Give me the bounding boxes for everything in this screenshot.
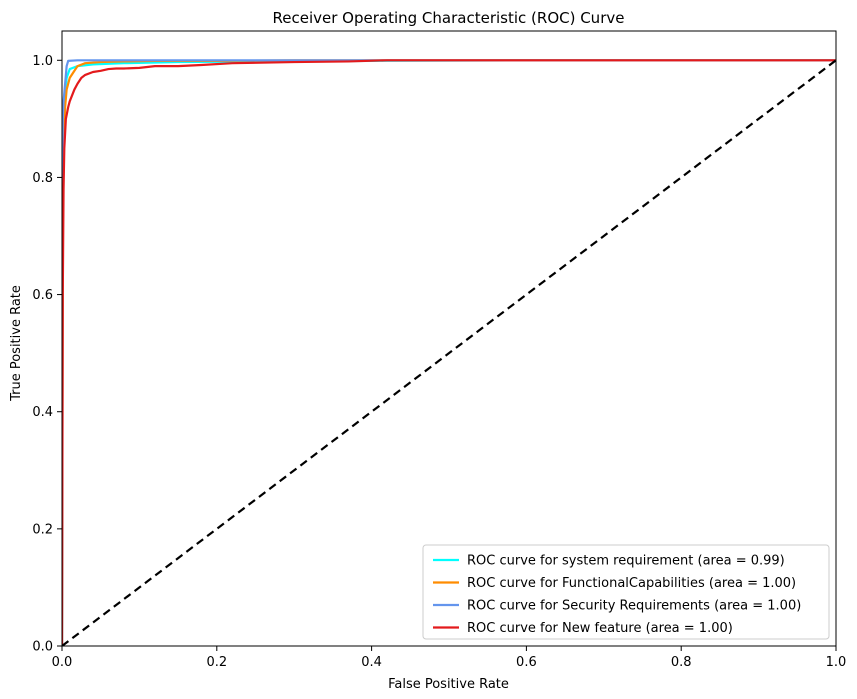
- legend: ROC curve for system requirement (area =…: [422, 544, 830, 640]
- legend-label: ROC curve for system requirement (area =…: [467, 554, 785, 569]
- plot-area: [62, 59, 836, 646]
- x-tick-label: 1.0: [826, 655, 847, 670]
- diagonal-reference-line: [62, 59, 836, 646]
- y-tick-label: 0.0: [32, 640, 53, 655]
- y-tick-label: 0.2: [32, 522, 53, 537]
- x-tick-label: 0.2: [206, 655, 227, 670]
- legend-label: ROC curve for FunctionalCapabilities (ar…: [467, 576, 796, 591]
- legend-label: ROC curve for Security Requirements (are…: [467, 599, 801, 614]
- x-tick-label: 0.6: [516, 655, 537, 670]
- roc-series-line-4: [62, 59, 836, 646]
- plot-frame: [61, 30, 837, 647]
- x-tick-label: 0.4: [361, 655, 382, 670]
- x-tick-label: 0.8: [671, 655, 692, 670]
- x-tick-label: 0.0: [52, 655, 73, 670]
- legend-label: ROC curve for New feature (area = 1.00): [467, 621, 733, 636]
- y-tick-label: 1.0: [32, 54, 53, 69]
- y-tick-label: 0.8: [32, 171, 53, 186]
- axes: 0.0 0.2 0.4 0.6 0.8 1.0 0.0 0.2 0.4 0.6 0.8 1.0: [32, 30, 847, 670]
- y-axis-title: True Positive Rate: [9, 285, 24, 402]
- y-tick-label: 0.4: [32, 405, 53, 420]
- y-tick-label: 0.6: [32, 288, 53, 303]
- roc-series-line-3: [62, 59, 836, 646]
- x-axis-title: False Positive Rate: [388, 677, 509, 692]
- legend-box: [422, 544, 830, 640]
- chart-title: Receiver Operating Characteristic (ROC) …: [273, 9, 625, 27]
